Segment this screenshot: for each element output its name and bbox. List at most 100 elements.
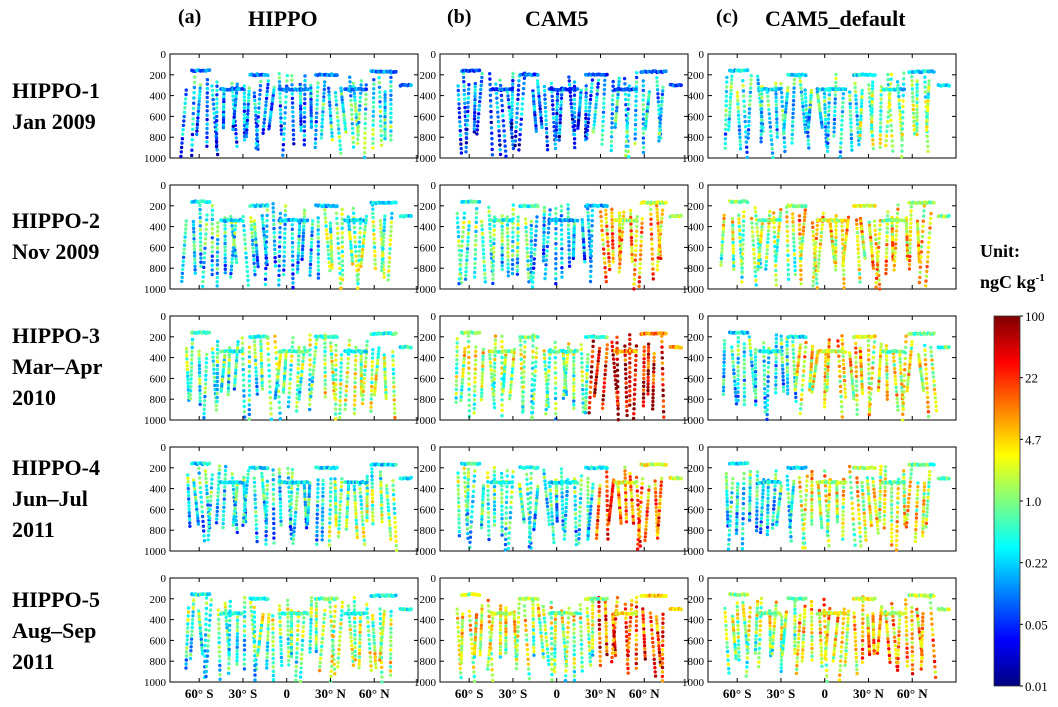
data-point: [581, 237, 586, 241]
data-point: [310, 226, 314, 230]
data-point: [740, 270, 744, 275]
data-point: [384, 388, 388, 392]
data-point: [590, 229, 594, 233]
data-point: [473, 384, 477, 389]
data-point: [584, 98, 588, 103]
data-point: [346, 352, 351, 356]
data-point: [615, 102, 619, 107]
data-point: [617, 83, 621, 87]
data-point: [340, 235, 344, 240]
data-point: [884, 134, 889, 138]
data-point: [558, 117, 562, 121]
data-point: [457, 239, 461, 243]
data-point: [389, 93, 393, 98]
data-point: [724, 113, 728, 117]
data-point: [633, 137, 637, 141]
data-point: [635, 224, 639, 229]
data-point: [234, 257, 238, 262]
data-point: [534, 124, 538, 128]
data-point: [800, 97, 804, 102]
data-point: [454, 400, 458, 404]
data-point: [278, 96, 282, 100]
data-point: [380, 261, 384, 265]
data-point: [523, 345, 527, 349]
data-point: [335, 73, 339, 77]
data-point: [472, 406, 476, 411]
data-point: [191, 223, 196, 227]
data-point: [622, 210, 626, 214]
data-point: [210, 227, 214, 231]
data-point: [467, 409, 472, 413]
data-point: [456, 221, 460, 225]
data-point: [297, 397, 301, 401]
data-point: [478, 91, 483, 96]
data-point: [566, 203, 570, 207]
data-point: [755, 230, 760, 234]
data-point: [296, 251, 301, 255]
data-point: [572, 141, 577, 145]
data-point: [637, 275, 642, 279]
data-point: [182, 119, 186, 123]
data-point: [205, 126, 209, 131]
data-point: [242, 404, 246, 409]
data-point: [212, 367, 216, 371]
data-point: [247, 345, 252, 349]
data-point: [618, 254, 623, 258]
data-point: [609, 148, 613, 153]
data-point: [624, 139, 629, 144]
data-point: [357, 108, 362, 112]
data-point: [614, 118, 618, 123]
data-point: [494, 82, 498, 86]
data-point: [586, 218, 591, 222]
data-point: [204, 232, 208, 236]
data-point: [343, 127, 348, 131]
data-point: [240, 346, 245, 351]
data-point: [567, 260, 572, 264]
data-point: [278, 240, 282, 244]
data-point: [862, 245, 866, 250]
data-point: [621, 214, 626, 218]
data-point: [377, 346, 381, 350]
data-point: [917, 280, 922, 285]
data-point: [232, 235, 237, 239]
data-point: [358, 235, 362, 240]
data-point: [634, 239, 638, 243]
data-point: [492, 398, 496, 402]
data-point: [376, 358, 380, 363]
data-point: [728, 95, 733, 100]
data-point: [296, 379, 300, 384]
data-point: [632, 282, 636, 286]
data-point: [537, 97, 541, 102]
data-point: [532, 261, 536, 266]
data-point: [506, 94, 510, 98]
data-point: [731, 257, 736, 261]
data-point: [656, 100, 661, 104]
data-point: [492, 385, 496, 389]
data-point: [907, 267, 912, 271]
data-point: [481, 361, 485, 365]
data-point: [900, 121, 905, 126]
data-point: [227, 364, 231, 369]
data-point: [721, 233, 725, 237]
data-point: [590, 213, 594, 218]
data-point: [200, 284, 205, 289]
data-point: [195, 129, 199, 133]
data-point: [879, 97, 883, 101]
data-point: [351, 81, 356, 86]
data-point: [462, 216, 466, 220]
data-point: [833, 105, 837, 109]
data-point: [516, 249, 520, 254]
data-point: [261, 220, 265, 224]
data-point: [270, 105, 274, 109]
data-point: [319, 136, 324, 140]
data-point: [377, 349, 381, 353]
data-point: [572, 106, 577, 111]
data-point: [560, 247, 564, 251]
data-point: [487, 205, 491, 209]
data-point: [364, 214, 369, 219]
data-point: [759, 136, 763, 140]
data-point: [393, 411, 397, 415]
data-point: [834, 261, 838, 265]
data-point: [181, 263, 185, 267]
